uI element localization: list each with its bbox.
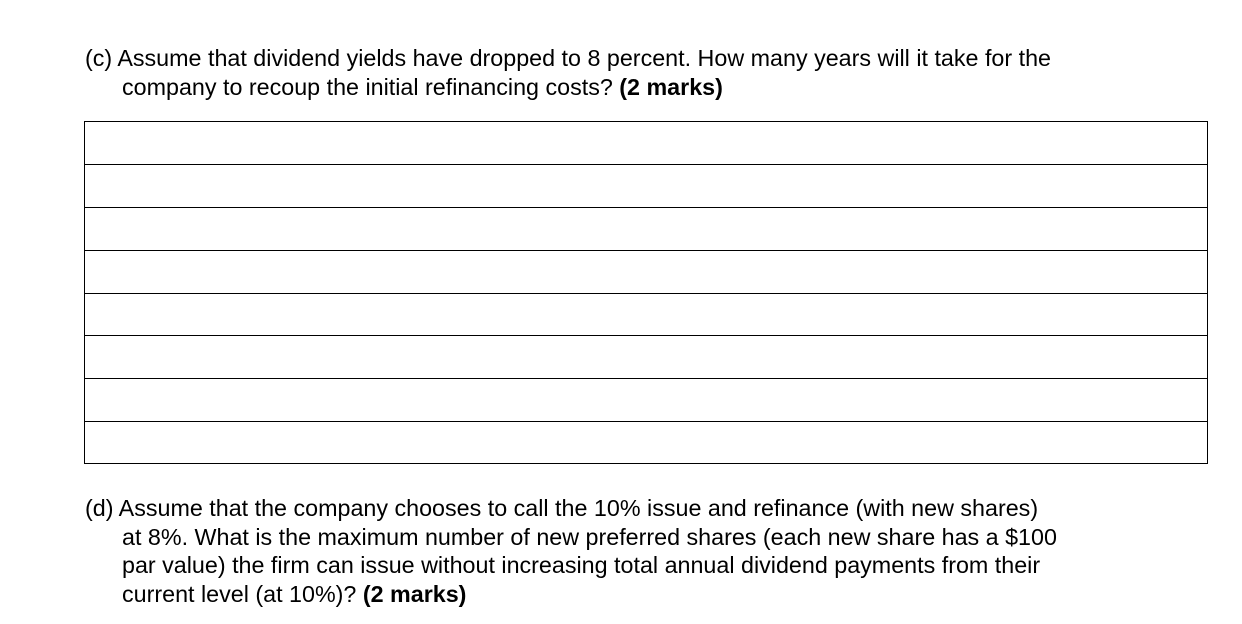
answer-line[interactable] [85,422,1207,465]
question-d-line-4-text: current level (at 10%)? [122,580,363,607]
answer-line[interactable] [85,208,1207,251]
answer-line[interactable] [85,122,1207,165]
question-c-line-1: (c) Assume that dividend yields have dro… [85,45,1052,71]
question-d-line-2: at 8%. What is the maximum number of new… [122,523,1057,550]
answer-line[interactable] [85,294,1207,337]
answer-line[interactable] [85,379,1207,423]
question-c-line-2-text: company to recoup the initial refinancin… [122,73,620,100]
question-c-marks: (2 marks) [619,73,723,100]
question-d: (d) Assume that the company chooses to c… [85,494,1195,608]
question-d-line-3: par value) the firm can issue without in… [122,552,1041,579]
answer-line[interactable] [85,251,1207,294]
question-c-line-2: company to recoup the initial refinancin… [85,73,1195,102]
answer-line[interactable] [85,165,1207,208]
question-c: (c) Assume that dividend yields have dro… [85,44,1195,101]
question-d-line-1: (d) Assume that the company chooses to c… [85,495,1039,521]
answer-box[interactable] [84,121,1208,464]
answer-line[interactable] [85,336,1207,380]
question-d-marks: (2 marks) [362,580,467,607]
question-d-line-4: current level (at 10%)? (2 marks) [85,580,1195,609]
